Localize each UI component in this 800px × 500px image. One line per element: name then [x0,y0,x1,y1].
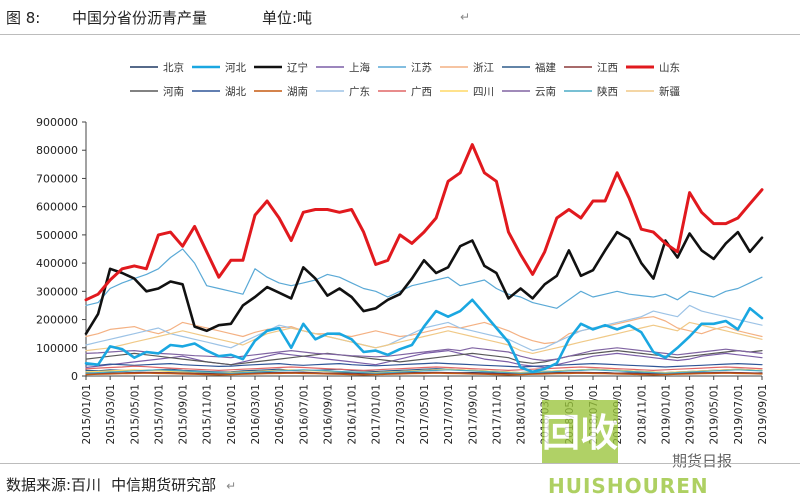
x-tick-label: 2016/11/01 [347,384,359,445]
x-tick-label: 2015/01/01 [81,384,93,445]
x-axis: 2015/01/01 2015/03/01 2015/05/01 2015/07/01… [81,375,769,445]
x-tick-label: 2018/01/01 [516,384,528,445]
legend-label: 福建 [535,61,556,74]
figure-label: 图 8: [6,9,41,27]
x-tick-label: 2015/05/01 [129,384,141,445]
watermark-logo-text: 回收 [542,411,618,455]
series-line-2 [84,230,764,336]
legend-label: 辽宁 [287,61,308,74]
x-tick-label: 2017/01/01 [371,384,383,445]
x-tick-label: 2019/03/01 [685,384,697,445]
legend-label: 浙江 [473,62,494,74]
figure-footer: 数据来源:百川 中信期货研究部 ↵ [6,474,246,495]
series-line-9 [85,350,763,366]
paragraph-mark: ↵ [226,479,237,493]
legend-label: 新疆 [659,85,680,98]
legend-label: 云南 [535,85,556,98]
legend-label: 湖南 [287,85,308,98]
legend-label: 广东 [349,85,370,98]
top-divider [0,34,800,35]
source-label: 数据来源:百川 [6,476,102,494]
x-tick-label: 2015/03/01 [105,384,117,445]
legend-label: 北京 [163,61,184,74]
legend-label: 河南 [163,85,184,98]
y-tick-label: 900000 [36,116,78,129]
unit-label: 单位:吨 [262,9,313,27]
x-tick-label: 2019/01/01 [660,384,672,445]
x-tick-label: 2017/09/01 [467,384,479,445]
x-tick-label: 2017/05/01 [419,384,431,445]
legend-label: 江苏 [411,61,432,74]
chart-title: 中国分省份沥青产量 [72,9,208,27]
x-tick-label: 2019/09/01 [757,384,769,445]
legend-label: 广西 [411,86,432,98]
series-line-8 [84,143,764,302]
x-tick-label: 2019/07/01 [733,384,745,445]
series-line-17 [85,321,763,354]
y-tick-label: 200000 [36,314,78,327]
watermark-subtext: HUISHOUREN [548,474,709,498]
legend-label: 四川 [473,86,494,98]
bottom-divider [0,463,800,464]
y-tick-label: 700000 [36,172,78,185]
y-tick-label: 500000 [36,229,78,242]
x-tick-label: 2016/03/01 [250,384,262,445]
series-line-1 [84,298,764,374]
y-tick-label: 800000 [36,144,78,157]
legend-label: 湖北 [225,86,246,98]
x-tick-label: 2016/07/01 [298,384,310,445]
x-tick-label: 2018/11/01 [636,384,648,445]
y-tick-label: 100000 [36,342,78,355]
watermark-logo: 回收 [542,400,618,464]
legend-label: 山东 [659,61,680,74]
series-line-7 [85,371,763,375]
legend-label: 陕西 [597,85,618,98]
series-line-15 [85,347,763,362]
legend-label: 河北 [225,62,246,74]
series-line-3 [85,350,763,369]
y-tick-label: 600000 [36,201,78,214]
series-lines [84,143,764,376]
y-tick-label: 300000 [36,285,78,298]
y-tick-label: 0 [71,370,78,383]
source-org: 中信期货研究部 [111,476,217,494]
series-line-4 [85,248,763,309]
series-line-10 [85,362,763,368]
x-tick-label: 2019/05/01 [709,384,721,445]
legend-label: 上海 [349,61,370,74]
legend-label: 江西 [597,62,618,74]
series-line-13 [85,365,763,371]
x-tick-label: 2016/05/01 [274,384,286,445]
x-tick-label: 2017/11/01 [491,384,503,445]
x-tick-label: 2015/07/01 [153,384,165,445]
x-tick-label: 2016/01/01 [226,384,238,445]
y-tick-label: 400000 [36,257,78,270]
x-tick-label: 2016/09/01 [322,384,334,445]
x-tick-label: 2015/09/01 [178,384,190,445]
series-line-5 [85,316,763,345]
watermark-brand: 期货日报 [672,452,733,470]
x-tick-label: 2017/07/01 [443,384,455,445]
series-line-11 [85,372,763,376]
figure-header: 图 8: 中国分省份沥青产量 单位:吨 ↵ [0,0,800,34]
y-axis: 900000 800000 700000 600000 500000 400000 3000… [36,116,87,383]
series-line-16 [85,369,763,374]
x-tick-label: 2015/11/01 [202,384,214,445]
x-tick-label: 2017/03/01 [395,384,407,445]
paragraph-mark: ↵ [460,10,471,24]
